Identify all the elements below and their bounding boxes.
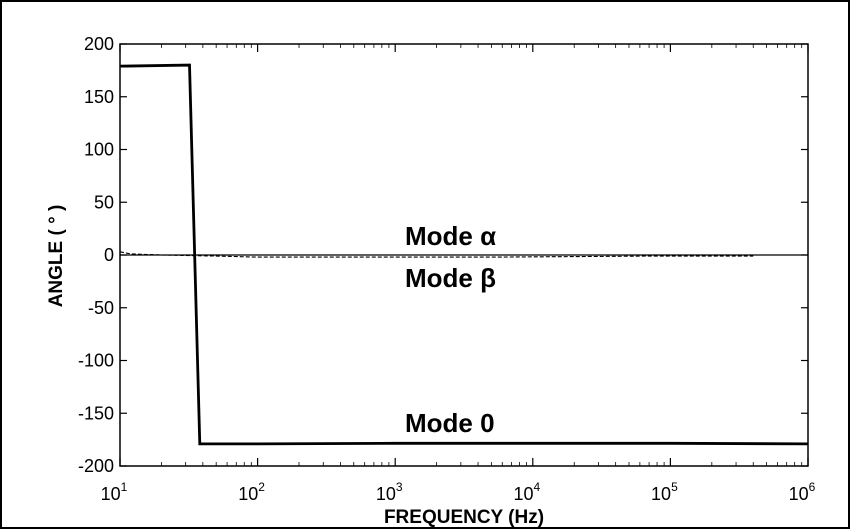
y-tick-label: -200 — [78, 456, 114, 476]
x-tick-label: 104 — [513, 480, 540, 504]
x-tick-exponent: 1 — [121, 480, 128, 494]
annotation-mode-beta: Mode β — [405, 263, 496, 293]
x-tick-exponent: 6 — [809, 480, 816, 494]
y-tick-label: -150 — [78, 403, 114, 423]
y-tick-label: 150 — [84, 87, 114, 107]
x-axis: 101 102 103 104 105 106 — [101, 44, 816, 504]
x-axis-label: FREQUENCY (Hz) — [384, 507, 544, 527]
x-tick-exponent: 2 — [258, 480, 265, 494]
x-tick-label: 105 — [651, 480, 678, 504]
series-line-0 — [119, 63, 809, 446]
y-axis-label: ANGLE ( ° ) — [46, 205, 67, 308]
x-tick-base: 10 — [651, 484, 671, 504]
series-layer — [119, 63, 809, 446]
y-tick-label: 200 — [84, 34, 114, 54]
y-tick-label: -100 — [78, 351, 114, 371]
x-tick-base: 10 — [789, 484, 809, 504]
y-axis: 200 150 100 50 0 -50 -100 -150 -200 — [78, 34, 808, 476]
x-tick-label: 102 — [238, 480, 265, 504]
y-tick-label: 0 — [104, 245, 114, 265]
x-tick-base: 10 — [513, 484, 533, 504]
annotation-mode-0: Mode 0 — [405, 408, 495, 438]
x-tick-exponent: 3 — [396, 480, 403, 494]
x-tick-exponent: 4 — [533, 480, 540, 494]
annotation-mode-alpha: Mode α — [405, 221, 496, 251]
x-tick-base: 10 — [238, 484, 258, 504]
x-tick-label: 106 — [789, 480, 816, 504]
series-line-2 — [119, 251, 754, 258]
y-tick-label: -50 — [88, 298, 114, 318]
x-tick-label: 101 — [101, 480, 128, 504]
x-tick-base: 10 — [101, 484, 121, 504]
y-tick-label: 50 — [94, 192, 114, 212]
x-tick-exponent: 5 — [671, 480, 678, 494]
y-tick-label: 100 — [84, 140, 114, 160]
x-tick-label: 103 — [376, 480, 403, 504]
x-tick-base: 10 — [376, 484, 396, 504]
